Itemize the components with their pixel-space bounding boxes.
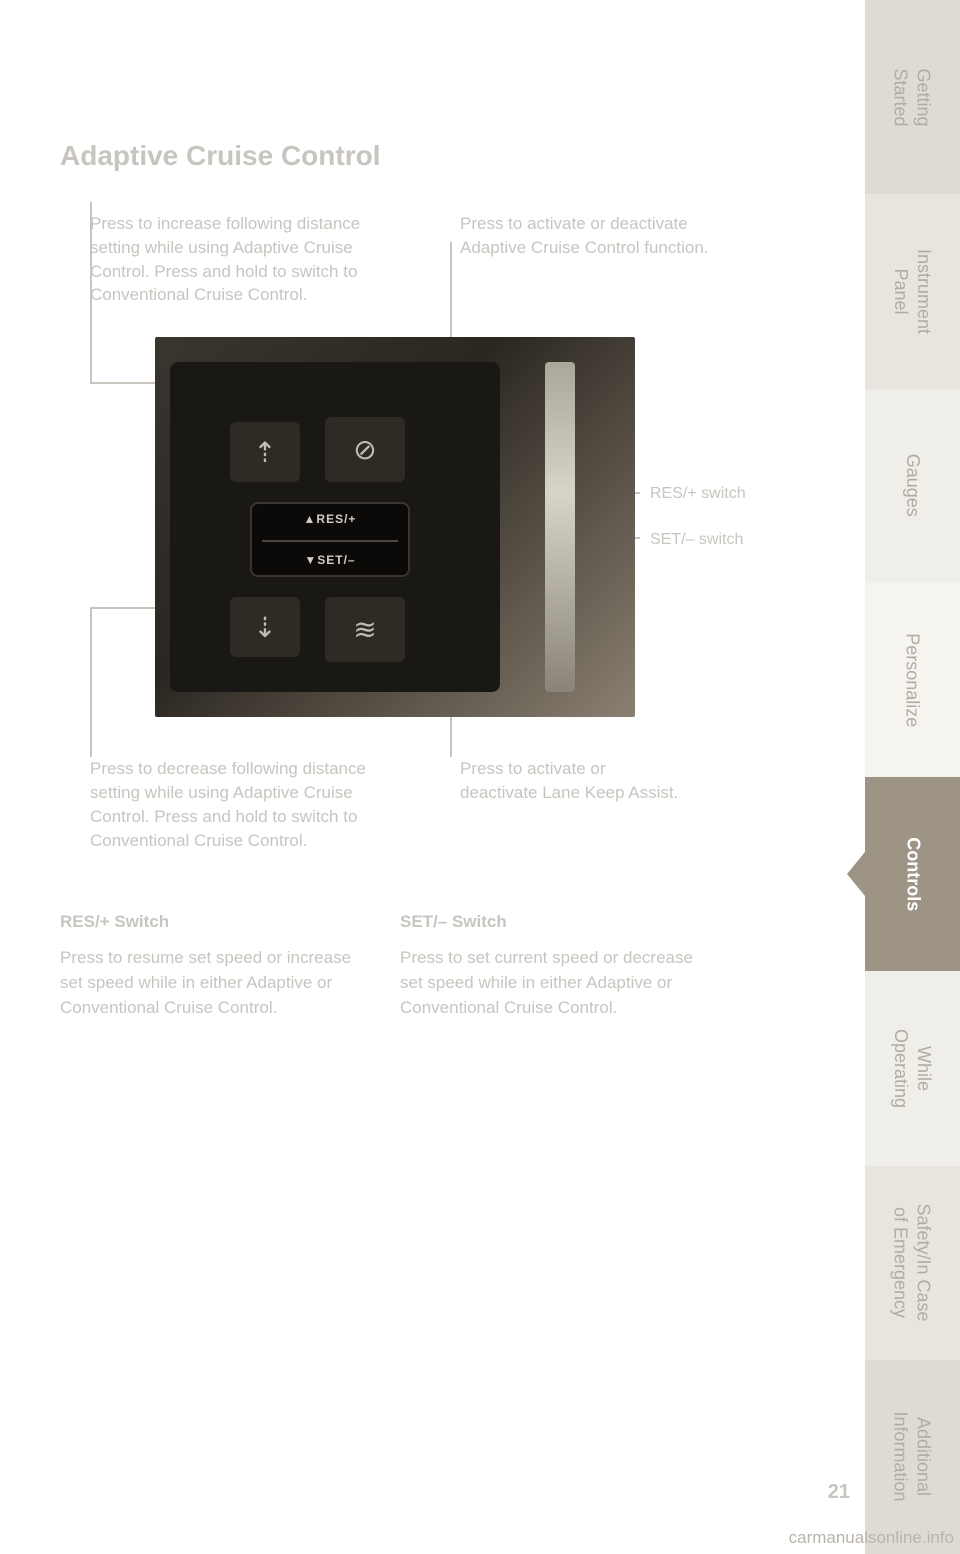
car-distance-down-icon: ⇣ [230, 597, 300, 657]
car-distance-up-icon: ⇡ [230, 422, 300, 482]
content-area: Adaptive Cruise Control Press to increas… [60, 140, 780, 1020]
leader-line [90, 607, 92, 757]
section-tab-gauges[interactable]: Gauges [865, 389, 960, 583]
page-title: Adaptive Cruise Control [60, 140, 780, 172]
set-switch-description: SET/– Switch Press to set current speed … [400, 912, 710, 1020]
section-tab-label: WhileOperating [890, 1029, 935, 1108]
acc-toggle-button: ⊘ [325, 417, 405, 482]
callout-increase-distance: Press to increase following distance set… [90, 212, 390, 307]
callout-decrease-distance: Press to decrease following distance set… [90, 757, 390, 852]
lower-callouts: Press to decrease following distance set… [60, 757, 780, 852]
section-tab-label: Safety/In Caseof Emergency [890, 1204, 935, 1322]
section-tab-additional-information[interactable]: AdditionalInformation [865, 1360, 960, 1554]
rocker-set-label: ▼SET/– [252, 553, 408, 567]
set-switch-label: SET/– switch [650, 531, 746, 549]
switch-descriptions: RES/+ Switch Press to resume set speed o… [60, 912, 780, 1020]
section-tab-personalize[interactable]: Personalize [865, 583, 960, 777]
section-tab-label: AdditionalInformation [890, 1412, 935, 1502]
lane-keep-icon: ≋ [325, 597, 405, 662]
rocker-res-label: ▲RES/+ [252, 512, 408, 526]
section-tab-label: Controls [901, 837, 924, 911]
res-set-rocker: ▲RES/+ ▼SET/– [250, 502, 410, 577]
res-switch-description: RES/+ Switch Press to resume set speed o… [60, 912, 370, 1020]
section-tab-while-operating[interactable]: WhileOperating [865, 971, 960, 1165]
section-tab-safety-in-case-of-emergency[interactable]: Safety/In Caseof Emergency [865, 1166, 960, 1360]
res-switch-body: Press to resume set speed or increase se… [60, 946, 370, 1020]
callout-activate-acc: Press to activate or deactivate Adaptive… [460, 212, 740, 307]
section-tab-label: Gauges [901, 454, 924, 517]
page-number: 21 [828, 1481, 850, 1504]
res-switch-heading: RES/+ Switch [60, 912, 370, 932]
section-tab-label: GettingStarted [890, 68, 935, 126]
upper-callouts: Press to increase following distance set… [60, 212, 780, 307]
section-tab-label: InstrumentPanel [890, 249, 935, 334]
section-tab-instrument-panel[interactable]: InstrumentPanel [865, 194, 960, 388]
chrome-trim [545, 362, 575, 692]
set-switch-heading: SET/– Switch [400, 912, 710, 932]
cruise-icon: ⊘ [325, 417, 405, 482]
callout-lane-keep: Press to activate or deactivate Lane Kee… [460, 757, 680, 852]
set-switch-body: Press to set current speed or decrease s… [400, 946, 710, 1020]
section-tab-getting-started[interactable]: GettingStarted [865, 0, 960, 194]
rocker-divider [262, 540, 398, 542]
button-cluster: ⇡ ⊘ ▲RES/+ ▼SET/– ⇣ ≋ [170, 362, 500, 692]
manual-page: Adaptive Cruise Control Press to increas… [0, 0, 960, 1554]
section-tab-label: Personalize [901, 633, 924, 727]
steering-wheel-photo: ⇡ ⊘ ▲RES/+ ▼SET/– ⇣ ≋ [155, 337, 635, 717]
leader-line [90, 202, 92, 382]
section-tab-controls[interactable]: Controls [865, 777, 960, 971]
decrease-distance-button: ⇣ [230, 597, 300, 657]
increase-distance-button: ⇡ [230, 422, 300, 482]
section-tabs-sidebar: GettingStarted InstrumentPanel Gauges Perso… [865, 0, 960, 1554]
lane-keep-button: ≋ [325, 597, 405, 662]
watermark: carmanualsonline.info [789, 1528, 954, 1548]
steering-wheel-diagram: ⇡ ⊘ ▲RES/+ ▼SET/– ⇣ ≋ RES/+ switch SET/–… [60, 317, 780, 737]
side-labels: RES/+ switch SET/– switch [650, 485, 746, 577]
res-switch-label: RES/+ switch [650, 485, 746, 503]
